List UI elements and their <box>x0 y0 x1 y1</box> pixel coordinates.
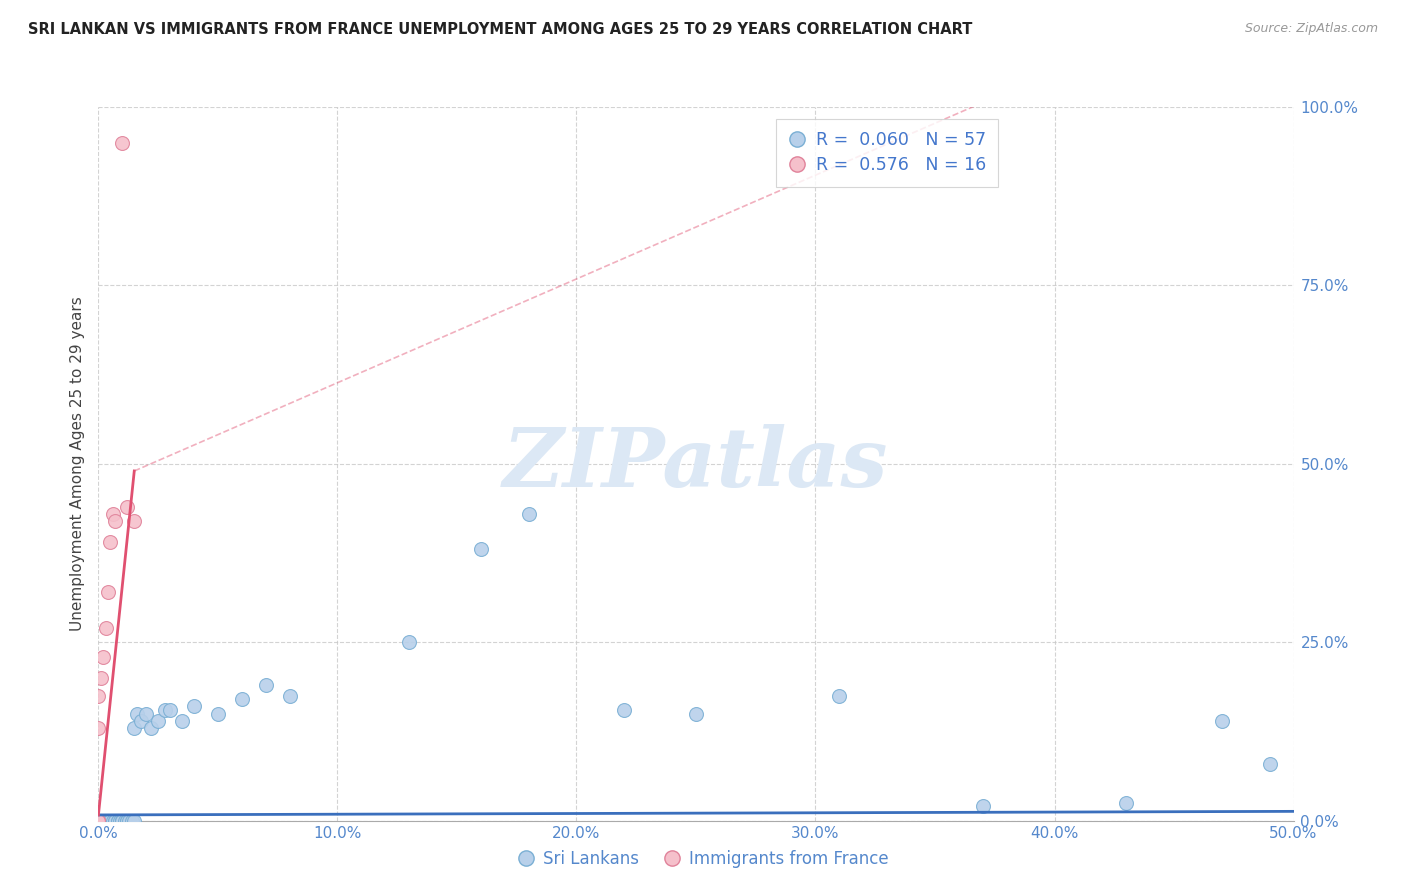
Point <box>1211 714 1233 728</box>
Point <box>87 814 110 828</box>
Point <box>91 649 114 664</box>
Point <box>97 814 120 828</box>
Point <box>97 585 120 599</box>
Point <box>104 514 127 528</box>
Point <box>828 689 851 703</box>
Point <box>124 721 146 735</box>
Point <box>115 814 138 828</box>
Point <box>613 703 636 717</box>
Point <box>207 706 229 721</box>
Point <box>101 507 124 521</box>
Point <box>125 706 148 721</box>
Point <box>135 706 157 721</box>
Point <box>90 671 112 685</box>
Point <box>87 814 110 828</box>
Point <box>159 703 181 717</box>
Point <box>97 814 120 828</box>
Point <box>111 814 134 828</box>
Text: ZIPatlas: ZIPatlas <box>503 424 889 504</box>
Point <box>94 814 117 828</box>
Text: Source: ZipAtlas.com: Source: ZipAtlas.com <box>1244 22 1378 36</box>
Point <box>115 500 138 514</box>
Point <box>87 721 110 735</box>
Point <box>87 814 110 828</box>
Point <box>87 814 110 828</box>
Point <box>517 507 540 521</box>
Point <box>972 799 994 814</box>
Point <box>94 621 117 635</box>
Point <box>87 814 110 828</box>
Point <box>87 814 110 828</box>
Point <box>231 692 253 706</box>
Point <box>87 814 110 828</box>
Point <box>98 535 122 549</box>
Point <box>87 689 110 703</box>
Point <box>98 814 122 828</box>
Point <box>114 814 136 828</box>
Point <box>87 814 110 828</box>
Point <box>108 814 131 828</box>
Point <box>97 814 120 828</box>
Point <box>87 814 110 828</box>
Point <box>121 814 143 828</box>
Point <box>1115 796 1137 810</box>
Point <box>155 703 177 717</box>
Y-axis label: Unemployment Among Ages 25 to 29 years: Unemployment Among Ages 25 to 29 years <box>69 296 84 632</box>
Point <box>107 814 129 828</box>
Point <box>111 814 134 828</box>
Point <box>87 814 110 828</box>
Point <box>139 721 162 735</box>
Point <box>91 814 114 828</box>
Point <box>111 814 134 828</box>
Point <box>470 542 492 557</box>
Point <box>124 814 146 828</box>
Point <box>148 714 170 728</box>
Point <box>1258 756 1281 771</box>
Point <box>98 814 122 828</box>
Text: SRI LANKAN VS IMMIGRANTS FROM FRANCE UNEMPLOYMENT AMONG AGES 25 TO 29 YEARS CORR: SRI LANKAN VS IMMIGRANTS FROM FRANCE UNE… <box>28 22 973 37</box>
Point <box>104 814 127 828</box>
Point <box>111 136 134 150</box>
Point <box>91 814 114 828</box>
Point <box>115 814 138 828</box>
Point <box>398 635 420 649</box>
Point <box>131 714 153 728</box>
Point <box>118 814 141 828</box>
Point <box>685 706 707 721</box>
Point <box>104 814 127 828</box>
Point <box>124 514 146 528</box>
Point <box>254 678 277 692</box>
Legend: R =  0.060   N = 57, R =  0.576   N = 16: R = 0.060 N = 57, R = 0.576 N = 16 <box>776 120 998 186</box>
Point <box>98 814 122 828</box>
Point <box>107 814 129 828</box>
Point <box>94 814 117 828</box>
Point <box>101 814 124 828</box>
Point <box>87 814 110 828</box>
Point <box>87 814 110 828</box>
Legend: Sri Lankans, Immigrants from France: Sri Lankans, Immigrants from France <box>510 844 896 875</box>
Point <box>278 689 301 703</box>
Point <box>172 714 194 728</box>
Point <box>183 699 205 714</box>
